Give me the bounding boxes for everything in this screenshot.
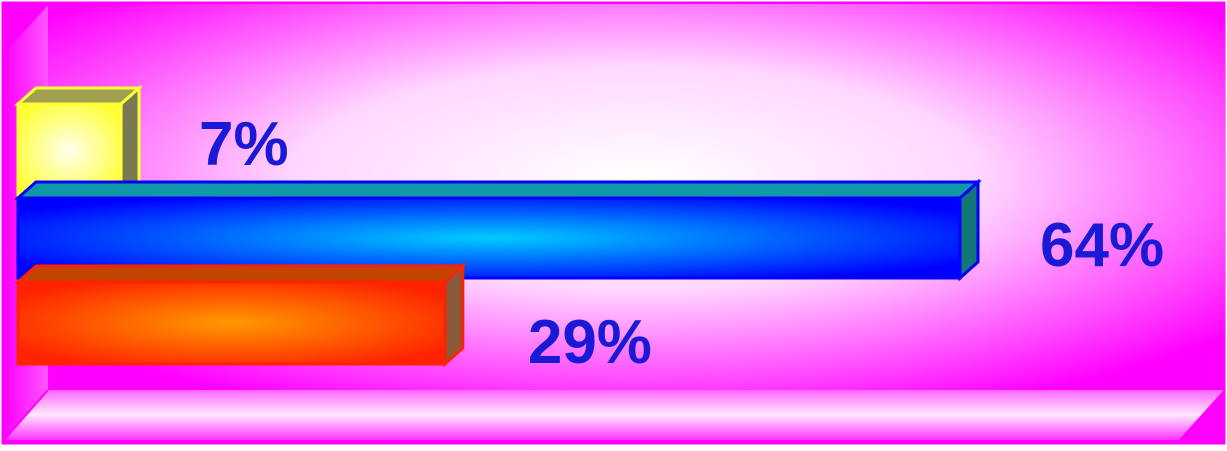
bar-3	[14, 262, 467, 368]
bar-2-value-label: 64%	[1040, 211, 1164, 280]
bar-3-front-face	[16, 280, 447, 366]
bars-layer	[14, 84, 982, 368]
chart-floor	[4, 390, 1225, 440]
bar-2	[14, 178, 982, 282]
bar-2-side-face	[958, 178, 980, 282]
bar-3-side-face	[443, 262, 465, 368]
bar-1-top-face	[14, 86, 143, 106]
data-labels-layer: 7% 64% 29%	[199, 110, 1164, 377]
bar-3-value-label: 29%	[528, 308, 652, 377]
bar-1-value-label: 7%	[199, 110, 289, 179]
bar-2-top-face	[14, 180, 982, 200]
bar-3-top-face	[14, 264, 467, 284]
